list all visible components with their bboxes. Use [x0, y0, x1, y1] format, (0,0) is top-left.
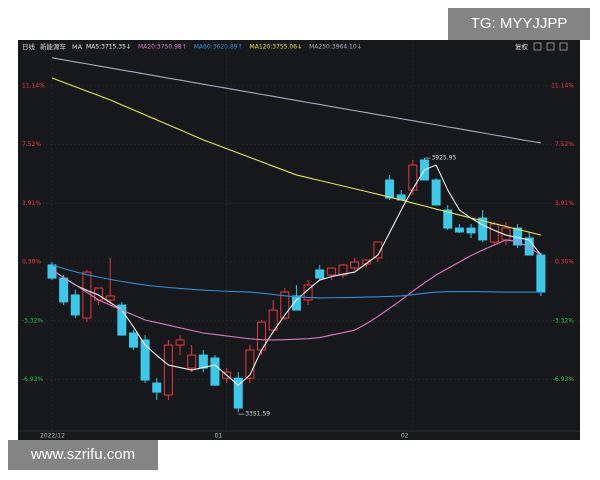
candle-body	[210, 357, 220, 386]
candle-body	[117, 304, 127, 336]
legend-entry: MA60:3620.89↑	[194, 44, 243, 51]
candle-body	[198, 354, 208, 369]
y-tick-label: 3.91%	[555, 200, 574, 207]
candle-body	[70, 294, 80, 316]
candle-body	[350, 261, 360, 269]
candle-body	[326, 267, 336, 276]
x-tick-label: 02	[401, 433, 409, 440]
y-tick-label: 11.14%	[22, 82, 45, 89]
y-tick-label: 0.30%	[22, 259, 41, 266]
icon[interactable]	[559, 42, 568, 51]
ma-line	[51, 77, 542, 236]
candle-body	[478, 217, 488, 241]
annotation: 3925.95	[431, 155, 456, 162]
candle-body	[373, 241, 383, 259]
candle-body	[163, 344, 173, 396]
y-tick-label: -6.93%	[22, 376, 44, 383]
period: 日线	[22, 42, 36, 51]
candle-body	[187, 354, 197, 369]
candle-body	[536, 254, 546, 293]
y-tick-label: -3.32%	[553, 317, 575, 324]
symbol: 新能源车	[40, 42, 67, 51]
y-tick-label: -3.32%	[22, 317, 44, 324]
candle-body	[431, 179, 441, 206]
candle-body	[489, 223, 499, 243]
y-tick-label: -6.93%	[553, 376, 575, 383]
y-tick-label: 0.30%	[555, 259, 574, 266]
icon[interactable]	[546, 42, 555, 51]
y-tick-label: 11.14%	[551, 82, 574, 89]
ma-line	[51, 57, 541, 144]
legend-entry: MA20:3750.98↑	[138, 44, 187, 51]
candle-body	[524, 237, 534, 256]
legend-entry: MA250:3964.10↓	[309, 44, 362, 51]
candle-body	[59, 277, 69, 303]
candle-body	[152, 382, 162, 393]
candle-body	[291, 295, 301, 311]
candle-body	[280, 291, 290, 319]
indicator: MA	[72, 43, 83, 51]
x-tick-label: 2022/12	[40, 433, 65, 440]
candle-body	[443, 209, 453, 229]
y-tick-label: 7.52%	[22, 141, 41, 148]
candle-body	[82, 271, 92, 319]
ma-line	[51, 264, 541, 299]
candle-body	[105, 295, 115, 301]
candle-body	[338, 264, 348, 276]
candle-body	[233, 377, 243, 409]
y-tick-label: 3.91%	[22, 200, 41, 207]
candle-body	[175, 339, 185, 346]
candle-body	[128, 332, 138, 348]
watermark: TG: MYYJJPP	[448, 8, 590, 40]
x-tick-label: 01	[215, 433, 223, 440]
ma-line	[51, 164, 542, 386]
ma-line	[51, 239, 542, 341]
watermark: www.szrifu.com	[8, 440, 158, 470]
icon[interactable]	[533, 42, 542, 51]
candle-body	[385, 179, 395, 199]
annotation: 3351.59	[245, 411, 270, 418]
candle-body	[454, 227, 464, 233]
candle-body	[315, 269, 325, 279]
legend-entry: MA120:3755.06↓	[250, 44, 303, 51]
candle-body	[408, 164, 418, 191]
adjust-button[interactable]: 复权	[515, 42, 529, 51]
candle-body	[268, 309, 278, 331]
candle-body	[466, 227, 476, 234]
candle-body	[245, 349, 255, 379]
candle-body	[140, 339, 150, 381]
legend-entry: MA5:3715.35↓	[86, 44, 131, 51]
y-tick-label: 7.52%	[555, 141, 574, 148]
